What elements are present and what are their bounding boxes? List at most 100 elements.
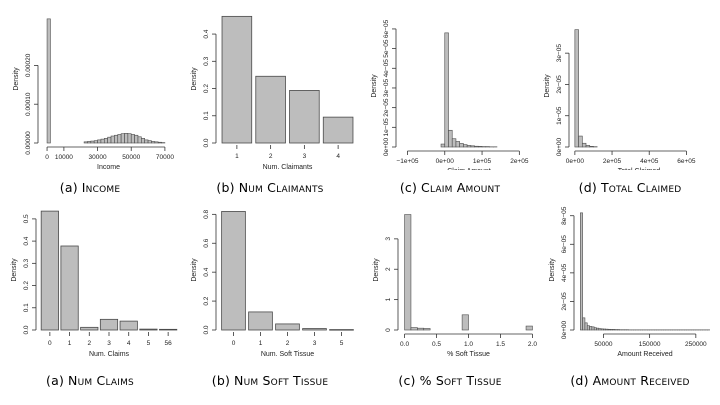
income-xtick-label: 30000 xyxy=(89,154,107,161)
amount-received-ylabel: Density xyxy=(549,258,556,282)
pct-soft-tissue-xtick-label: 1.5 xyxy=(496,341,505,348)
income-bar xyxy=(120,133,125,144)
caption-title: Amount Received xyxy=(592,373,690,388)
pct-soft-tissue-ytick-label: 0 xyxy=(385,328,392,332)
caption-label: (d) xyxy=(578,180,597,195)
amount-received-bar xyxy=(600,328,604,331)
total-claimed-xlabel: Total Claimed xyxy=(618,168,661,170)
total-claimed-bar xyxy=(589,146,594,148)
num-claims-xtick-label: 1 xyxy=(68,340,72,347)
caption-label: (c) xyxy=(399,180,418,195)
claim-amount-bar xyxy=(470,145,475,148)
income-bar xyxy=(147,140,152,144)
caption-label: (b) xyxy=(216,180,235,195)
caption-title: % Soft Tissue xyxy=(419,373,502,388)
pct-soft-tissue-xtick-label: 0.5 xyxy=(432,341,441,348)
claim-amount-histogram: −1e+05 0e+00 1e+05 2e+050e+001e−052e−053e−0… xyxy=(371,19,529,170)
amount-received-bar xyxy=(589,326,593,331)
income-ytick-label: 0.00000 xyxy=(25,131,32,155)
claim-amount-xtick-label: 0e+00 xyxy=(436,158,455,165)
income-ylabel: Density xyxy=(13,67,20,91)
caption-title: Num Claimants xyxy=(238,180,324,195)
amount-received-xtick-label: 150000 xyxy=(639,341,661,348)
income-bar xyxy=(110,135,115,144)
num-claimants-ylabel: Density xyxy=(191,67,198,91)
income-bar xyxy=(117,134,122,144)
num-soft-tissue-bar xyxy=(275,323,300,331)
income-bar xyxy=(46,18,51,144)
num-claimants-bar xyxy=(255,75,286,144)
income-bar xyxy=(154,141,159,144)
num-soft-tissue-xlabel: Num. Soft Tissue xyxy=(261,351,314,358)
num-claims-xlabel: Num. Claims xyxy=(89,351,130,358)
income-xtick-label: 10000 xyxy=(55,154,73,161)
income-bar xyxy=(134,134,139,144)
pct-soft-tissue-bar xyxy=(525,325,533,331)
num-soft-tissue-ytick-label: 0.2 xyxy=(203,296,210,305)
claim-amount-ytick-label: 6e−05 xyxy=(383,19,390,38)
num-soft-tissue-ytick-label: 0.4 xyxy=(203,267,210,276)
total-claimed-ytick-label: 2e−05 xyxy=(556,75,563,94)
claim-amount-ytick-label: 4e−05 xyxy=(383,59,390,78)
amount-received-bar xyxy=(607,328,611,331)
total-claimed-xtick-label: 2e+05 xyxy=(603,158,622,165)
income-bar xyxy=(90,140,95,144)
claim-amount-bar xyxy=(459,143,464,148)
num-claimants-xtick-label: 2 xyxy=(269,153,273,160)
num-soft-tissue-xtick-label: 5 xyxy=(340,340,344,347)
num-soft-tissue-xtick-label: 0 xyxy=(232,340,236,347)
total-claimed-bar xyxy=(578,135,583,148)
income-bar xyxy=(151,141,156,144)
num-claims-ytick-label: 0.3 xyxy=(23,258,30,267)
num-claims-ytick-label: 0.0 xyxy=(23,325,30,334)
amount-received-ytick-label: 6e−05 xyxy=(561,235,568,254)
amount-received-xtick-label: 50000 xyxy=(594,341,612,348)
amount-received-bar xyxy=(586,325,590,331)
pct-soft-tissue-ytick-label: 3 xyxy=(385,237,392,241)
income-xtick-label: 0 xyxy=(45,154,49,161)
claim-amount-ytick-label: 1e−05 xyxy=(383,118,390,137)
num-claimants-bar xyxy=(289,90,320,144)
num-soft-tissue-bar xyxy=(248,311,273,331)
num-claimants-bar xyxy=(221,15,253,144)
num-soft-tissue-xtick-label: 2 xyxy=(286,340,290,347)
pct-soft-tissue-bar xyxy=(417,327,425,331)
num-soft-tissue-bar xyxy=(329,329,354,331)
amount-received-bar xyxy=(598,328,602,331)
claim-amount-ytick-label: 3e−05 xyxy=(383,78,390,97)
caption-num-claimants: (b) Num Claimants xyxy=(180,180,360,195)
total-claimed-bar xyxy=(585,145,591,148)
num-claimants-xlabel: Num. Claimants xyxy=(263,164,313,170)
total-claimed-ytick-label: 3e−05 xyxy=(556,44,563,63)
caption-income: (a) Income xyxy=(0,180,180,195)
num-claimants-ytick-label: 0.0 xyxy=(203,138,210,147)
num-claims-bar xyxy=(99,318,119,331)
caption-label: (a) xyxy=(46,373,65,388)
pct-soft-tissue-xtick-label: 2.0 xyxy=(528,341,537,348)
num-claims-xtick-label: 3 xyxy=(107,340,111,347)
caption-pct-soft-tissue: (c)% Soft Tissue xyxy=(360,373,540,388)
amount-received-ytick-label: 4e−05 xyxy=(561,263,568,282)
caption-title: Income xyxy=(81,180,121,195)
claim-amount-bar xyxy=(451,138,457,148)
income-bar xyxy=(93,140,98,144)
pct-soft-tissue-ytick-label: 2 xyxy=(385,267,392,271)
caption-num-soft-tissue: (b) Num Soft Tissue xyxy=(180,373,360,388)
num-claimants-ytick-label: 0.1 xyxy=(203,111,210,120)
num-claims-bar xyxy=(159,328,178,331)
num-claims-histogram: 0 1 2 3 4 5 56 0.0 0.1 0.2 0.3 0.4 0.5 Num. Claims Den… xyxy=(11,210,178,358)
claim-amount-xlabel: Claim Amount xyxy=(447,168,491,170)
pct-soft-tissue-bar xyxy=(404,214,412,331)
pct-soft-tissue-bar xyxy=(410,327,418,331)
caption-title: Num Soft Tissue xyxy=(234,373,329,388)
num-claims-ytick-label: 0.2 xyxy=(23,281,30,290)
caption-amount-received: (d) Amount Received xyxy=(540,373,720,388)
income-xtick-label: 70000 xyxy=(156,154,174,161)
num-soft-tissue-xtick-label: 3 xyxy=(313,340,317,347)
num-claims-bar xyxy=(139,328,158,331)
claim-amount-xtick-label: 1e+05 xyxy=(473,158,492,165)
num-claims-ytick-label: 0.1 xyxy=(23,303,30,312)
amount-received-ytick-label: 0e+00 xyxy=(561,320,568,339)
total-claimed-xtick-label: 0e+00 xyxy=(566,158,585,165)
amount-received-bar xyxy=(584,322,588,331)
